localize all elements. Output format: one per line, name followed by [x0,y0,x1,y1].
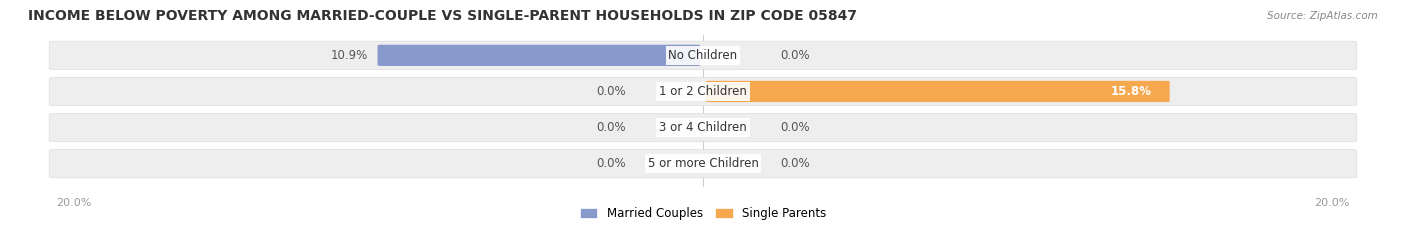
Text: 0.0%: 0.0% [596,157,626,170]
Text: 10.9%: 10.9% [330,49,368,62]
Text: 0.0%: 0.0% [780,157,810,170]
Text: 3 or 4 Children: 3 or 4 Children [659,121,747,134]
Text: 0.0%: 0.0% [780,49,810,62]
FancyBboxPatch shape [49,77,1357,106]
FancyBboxPatch shape [706,81,1170,102]
Text: 20.0%: 20.0% [56,198,91,208]
FancyBboxPatch shape [378,45,700,66]
FancyBboxPatch shape [49,41,1357,69]
Text: 0.0%: 0.0% [596,85,626,98]
FancyBboxPatch shape [49,113,1357,142]
Text: 0.0%: 0.0% [780,121,810,134]
Text: 1 or 2 Children: 1 or 2 Children [659,85,747,98]
Text: 20.0%: 20.0% [1315,198,1350,208]
Text: INCOME BELOW POVERTY AMONG MARRIED-COUPLE VS SINGLE-PARENT HOUSEHOLDS IN ZIP COD: INCOME BELOW POVERTY AMONG MARRIED-COUPL… [28,9,858,23]
Text: 15.8%: 15.8% [1111,85,1152,98]
Legend: Married Couples, Single Parents: Married Couples, Single Parents [575,202,831,225]
Text: 0.0%: 0.0% [596,121,626,134]
FancyBboxPatch shape [49,150,1357,178]
Text: 5 or more Children: 5 or more Children [648,157,758,170]
Text: Source: ZipAtlas.com: Source: ZipAtlas.com [1267,11,1378,21]
Text: No Children: No Children [668,49,738,62]
